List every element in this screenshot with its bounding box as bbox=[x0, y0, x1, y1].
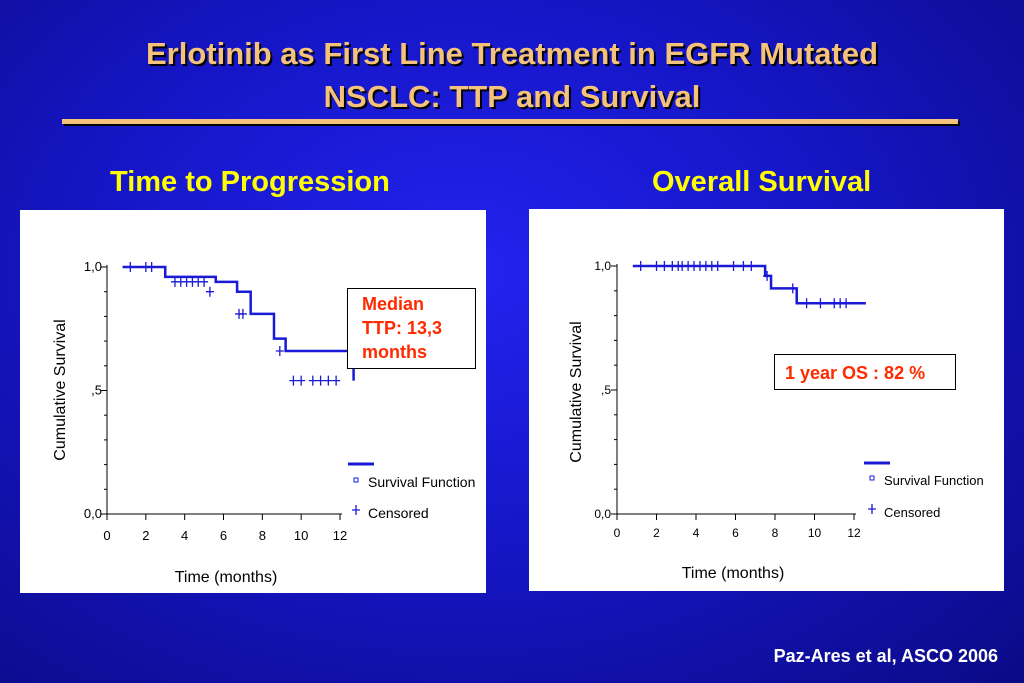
title-underline bbox=[62, 119, 958, 124]
x-axis-label: Time (months) bbox=[175, 569, 278, 586]
legend-square-swatch bbox=[353, 477, 359, 483]
legend-censored-swatch bbox=[868, 504, 876, 514]
censored-mark bbox=[763, 270, 772, 281]
censored-mark bbox=[126, 262, 135, 272]
censored-mark bbox=[297, 375, 306, 386]
median-ttp-line2: TTP: 13,3 bbox=[362, 318, 443, 338]
censored-mark bbox=[660, 261, 669, 271]
one-year-os-text: 1 year OS : 82 % bbox=[785, 363, 926, 383]
os-heading: Overall Survival bbox=[652, 166, 872, 198]
x-tick-label: 8 bbox=[772, 526, 779, 540]
censored-mark bbox=[652, 261, 661, 271]
censored-mark bbox=[747, 261, 756, 271]
censored-mark bbox=[205, 286, 214, 297]
legend-censored: Censored bbox=[368, 505, 429, 521]
x-axis-label: Time (months) bbox=[682, 565, 785, 582]
censored-mark bbox=[729, 261, 738, 271]
survival-curve bbox=[632, 264, 866, 305]
y-tick-label: 0,0 bbox=[594, 507, 611, 521]
y-tick-label: 0,0 bbox=[84, 506, 102, 521]
x-tick-label: 4 bbox=[181, 528, 188, 543]
censored-mark bbox=[308, 375, 317, 386]
ttp-chart-panel: 0,0 ,5 1,0 0 2 4 6 8 10 12 Time (months) Cumulative… bbox=[20, 210, 486, 593]
y-tick-label: 1,0 bbox=[84, 259, 102, 274]
x-tick-label: 0 bbox=[614, 526, 621, 540]
y-tick-label: 1,0 bbox=[594, 259, 611, 273]
x-tick-label: 4 bbox=[693, 526, 700, 540]
y-tick-label: ,5 bbox=[91, 383, 102, 398]
x-tick-label: 8 bbox=[259, 528, 266, 543]
y-tick-label: ,5 bbox=[601, 383, 611, 397]
os-chart: 0,0 ,5 1,0 0 2 4 6 8 10 12 Time (months) Cumulative… bbox=[568, 259, 984, 582]
ttp-chart: 0,0 ,5 1,0 0 2 4 6 8 10 12 Time (months) Cumulative… bbox=[52, 259, 475, 586]
legend-censored: Censored bbox=[884, 505, 940, 520]
x-tick-label: 6 bbox=[220, 528, 227, 543]
median-ttp-line1: Median bbox=[362, 294, 425, 314]
survival-curve bbox=[122, 265, 355, 381]
x-tick-label: 12 bbox=[333, 528, 347, 543]
censored-mark bbox=[636, 261, 645, 271]
censored-mark bbox=[739, 261, 748, 271]
median-ttp-line3: months bbox=[362, 342, 427, 362]
x-tick-label: 2 bbox=[653, 526, 660, 540]
censored-mark bbox=[147, 262, 156, 272]
x-tick-label: 6 bbox=[732, 526, 739, 540]
y-axis-label: Cumulative Survival bbox=[568, 321, 585, 462]
median-ttp-callout: Median TTP: 13,3 months bbox=[347, 288, 476, 369]
censored-mark bbox=[275, 345, 284, 356]
censored-mark bbox=[802, 298, 811, 309]
x-tick-label: 12 bbox=[847, 526, 861, 540]
one-year-os-callout: 1 year OS : 82 % bbox=[774, 354, 956, 390]
censored-mark bbox=[289, 375, 298, 386]
censored-mark bbox=[332, 375, 341, 386]
x-tick-label: 0 bbox=[103, 528, 110, 543]
x-tick-label: 10 bbox=[294, 528, 308, 543]
source-citation: Paz-Ares et al, ASCO 2006 bbox=[773, 646, 998, 666]
censored-mark bbox=[816, 298, 825, 309]
censored-mark bbox=[713, 261, 722, 271]
legend-survival-function: Survival Function bbox=[884, 473, 984, 488]
censored-mark bbox=[788, 283, 797, 294]
censored-mark bbox=[324, 375, 333, 386]
censored-mark bbox=[200, 276, 209, 287]
slide-title-line2: NSCLC: TTP and Survival bbox=[323, 79, 701, 114]
legend-censored-swatch bbox=[352, 505, 360, 515]
censored-mark bbox=[238, 308, 247, 319]
censored-mark bbox=[842, 298, 851, 309]
slide-title: Erlotinib as First Line Treatment in EGF… bbox=[0, 32, 1024, 118]
y-axis-label: Cumulative Survival bbox=[52, 319, 69, 460]
x-tick-label: 2 bbox=[142, 528, 149, 543]
os-chart-panel: 0,0 ,5 1,0 0 2 4 6 8 10 12 Time (months) Cumulative… bbox=[529, 209, 1004, 591]
legend-survival-function: Survival Function bbox=[368, 474, 475, 490]
x-tick-label: 10 bbox=[808, 526, 822, 540]
legend-square-swatch bbox=[869, 475, 875, 481]
slide-title-line1: Erlotinib as First Line Treatment in EGF… bbox=[145, 36, 879, 71]
ttp-heading: Time to Progression bbox=[110, 166, 390, 198]
censored-mark bbox=[316, 375, 325, 386]
